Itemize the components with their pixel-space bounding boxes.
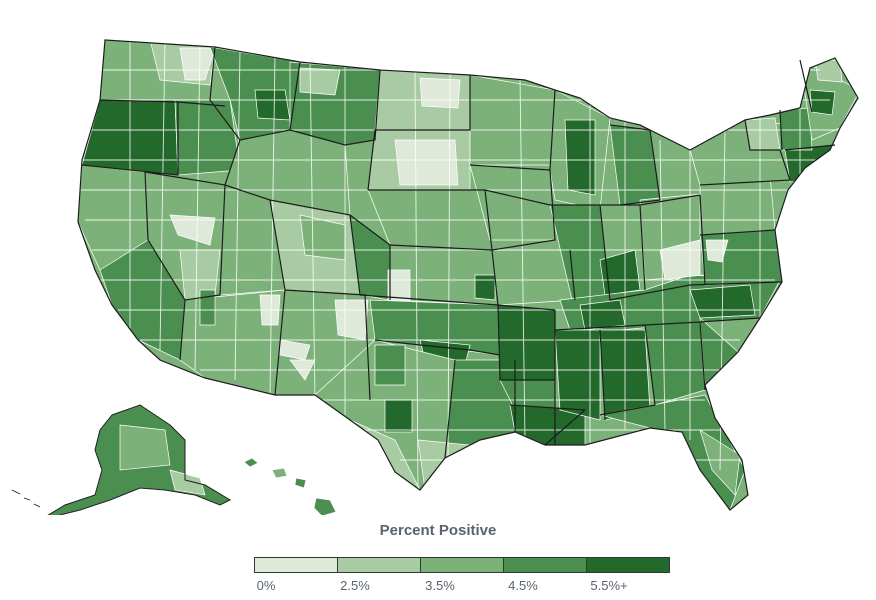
- legend-title: Percent Positive: [379, 522, 497, 539]
- legend-color-scale: [254, 557, 670, 573]
- hawaii-island: [271, 467, 288, 479]
- legend-swatch: [338, 558, 421, 572]
- legend-swatch: [504, 558, 587, 572]
- region: [779, 107, 813, 151]
- legend-tick-label: 3.5%: [425, 578, 455, 593]
- alaska-region: [119, 424, 171, 471]
- region: [299, 67, 341, 96]
- alaska: [11, 404, 232, 515]
- region: [374, 344, 406, 386]
- region: [744, 117, 781, 151]
- hawaii-island: [313, 497, 337, 515]
- hawaii-island: [294, 477, 307, 489]
- region: [579, 299, 626, 331]
- hawaii: [243, 457, 337, 515]
- region: [784, 144, 836, 183]
- region: [179, 47, 216, 81]
- region: [419, 77, 461, 109]
- county-boundaries: [80, 40, 840, 491]
- region: [599, 249, 641, 296]
- legend-swatch: [255, 558, 338, 572]
- legend-swatch: [421, 558, 504, 572]
- region: [254, 89, 291, 121]
- region: [417, 439, 471, 496]
- legend-tick-label: 0%: [256, 578, 276, 593]
- region: [394, 139, 459, 186]
- region: [814, 59, 843, 83]
- legend-tick-label: 4.5%: [508, 578, 538, 593]
- region: [554, 329, 601, 421]
- region: [384, 399, 413, 433]
- region: [809, 89, 836, 116]
- region: [564, 119, 596, 196]
- region: [334, 299, 369, 341]
- hawaii-island: [243, 457, 259, 468]
- region: [174, 99, 241, 176]
- region: [199, 289, 216, 326]
- region: [469, 74, 561, 166]
- legend-swatch: [587, 558, 669, 572]
- alaska-region: [169, 469, 206, 496]
- legend-tick-label: 2.5%: [340, 578, 370, 593]
- region: [387, 269, 411, 301]
- region: [169, 214, 216, 246]
- us-choropleth-map: [11, 39, 859, 515]
- legend-tick-label: 5.5%+: [590, 578, 628, 593]
- region: [474, 274, 496, 301]
- region: [497, 304, 556, 381]
- state-boundaries: [77, 39, 859, 511]
- region: [705, 239, 729, 263]
